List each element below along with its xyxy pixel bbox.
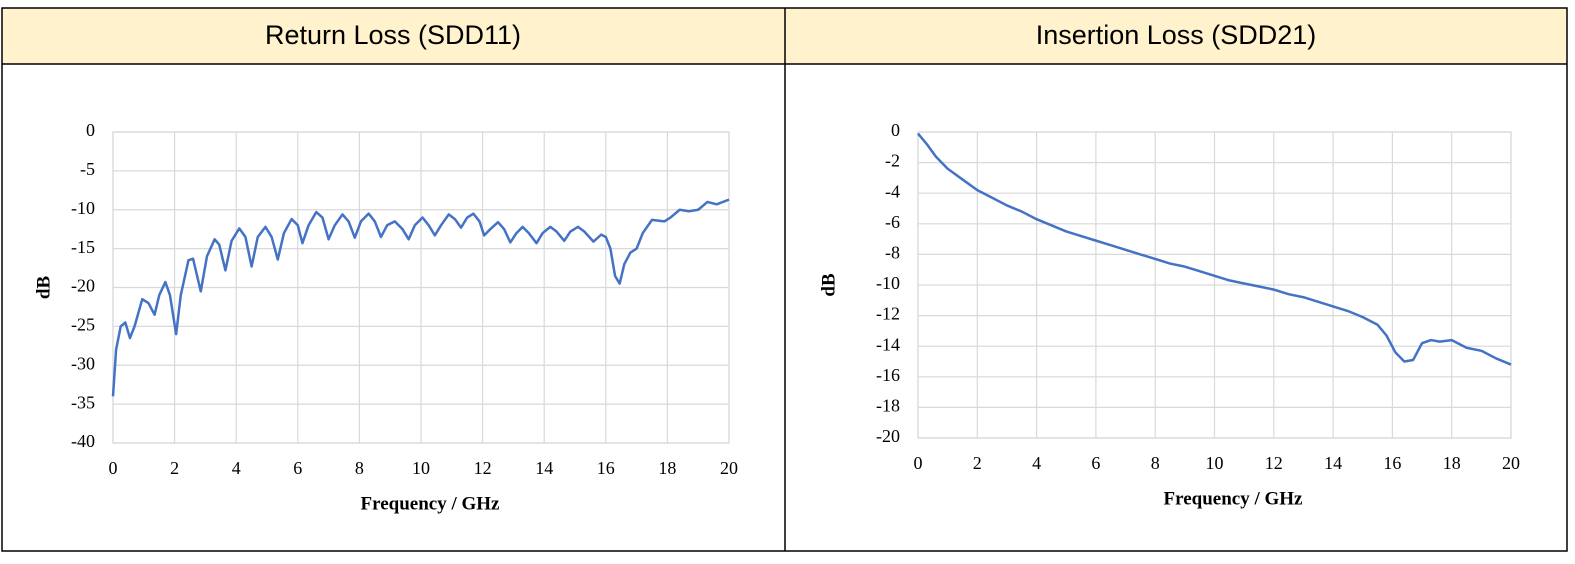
data-line bbox=[111, 198, 730, 397]
y-axis-label: dB bbox=[818, 273, 839, 297]
plot-frame bbox=[917, 131, 1512, 439]
chart-title: Return Loss (SDD11) bbox=[265, 20, 521, 50]
x-tick-label: 20 bbox=[720, 458, 738, 478]
x-tick-label: 4 bbox=[1032, 453, 1041, 473]
x-tick-label: 4 bbox=[232, 458, 241, 478]
y-tick-label: -12 bbox=[876, 304, 900, 324]
y-tick-label: -10 bbox=[71, 198, 95, 218]
y-tick-label: -2 bbox=[885, 151, 900, 171]
plot-frame bbox=[112, 131, 730, 444]
x-tick-label: 0 bbox=[914, 453, 923, 473]
y-tick-label: -8 bbox=[885, 243, 900, 263]
y-axis-label: dB bbox=[33, 276, 54, 300]
x-tick-label: 2 bbox=[973, 453, 982, 473]
y-tick-label: -18 bbox=[876, 396, 900, 416]
x-axis-label: Frequency / GHz bbox=[361, 493, 501, 514]
y-tick-label: -20 bbox=[71, 276, 95, 296]
y-tick-label: -14 bbox=[876, 334, 900, 354]
y-tick-label: -10 bbox=[876, 273, 900, 293]
y-tick-label: -5 bbox=[80, 159, 95, 179]
y-tick-label: -6 bbox=[885, 212, 900, 232]
y-tick-label: -15 bbox=[71, 237, 95, 257]
x-tick-label: 18 bbox=[1443, 453, 1461, 473]
x-tick-label: 16 bbox=[1383, 453, 1401, 473]
y-tick-label: -25 bbox=[71, 315, 95, 335]
x-tick-label: 0 bbox=[109, 458, 118, 478]
y-tick-label: -4 bbox=[885, 181, 900, 201]
x-tick-label: 18 bbox=[658, 458, 676, 478]
x-tick-label: 20 bbox=[1502, 453, 1520, 473]
x-tick-label: 12 bbox=[1265, 453, 1283, 473]
x-tick-label: 16 bbox=[597, 458, 615, 478]
y-tick-label: -35 bbox=[71, 392, 95, 412]
x-tick-label: 6 bbox=[1091, 453, 1100, 473]
y-tick-label: -16 bbox=[876, 365, 900, 385]
x-axis-label: Frequency / GHz bbox=[1164, 488, 1304, 509]
x-tick-label: 14 bbox=[535, 458, 553, 478]
x-tick-label: 2 bbox=[170, 458, 179, 478]
y-tick-label: 0 bbox=[86, 120, 95, 140]
x-tick-label: 10 bbox=[412, 458, 430, 478]
y-tick-label: -20 bbox=[876, 426, 900, 446]
data-line bbox=[917, 132, 1512, 366]
x-tick-label: 6 bbox=[293, 458, 302, 478]
x-tick-label: 8 bbox=[1151, 453, 1160, 473]
y-tick-label: -40 bbox=[71, 431, 95, 451]
x-tick-label: 8 bbox=[355, 458, 364, 478]
x-tick-label: 14 bbox=[1324, 453, 1342, 473]
x-tick-label: 12 bbox=[474, 458, 492, 478]
y-tick-label: 0 bbox=[891, 120, 900, 140]
x-tick-label: 10 bbox=[1206, 453, 1224, 473]
y-tick-label: -30 bbox=[71, 353, 95, 373]
chart-title: Insertion Loss (SDD21) bbox=[1036, 20, 1317, 50]
